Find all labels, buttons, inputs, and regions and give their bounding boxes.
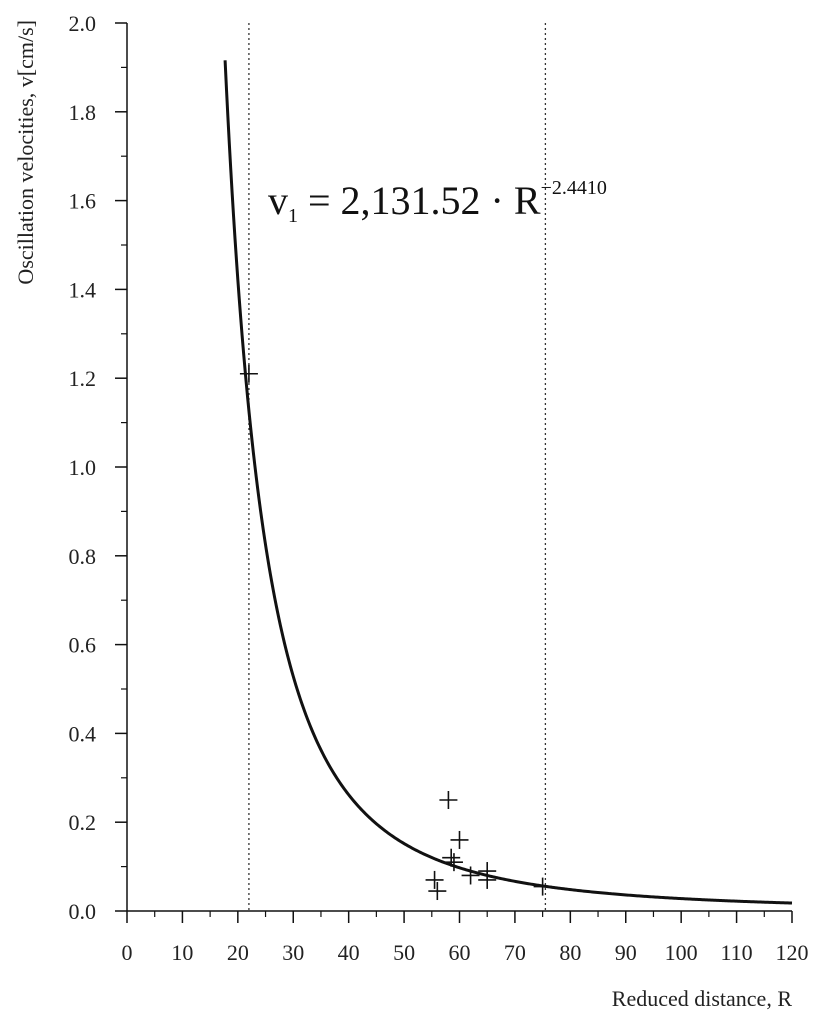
y-axis-ticks: 0.0 0.2 0.4 0.6 0.8 1.0 1.2 1.4 1.6 1.8 2.0 bbox=[69, 11, 127, 924]
x-tick-label: 30 bbox=[282, 940, 304, 965]
y-tick-label: 0.4 bbox=[69, 721, 97, 746]
y-tick-label: 1.8 bbox=[69, 100, 97, 125]
x-tick-label: 100 bbox=[665, 940, 698, 965]
y-tick-label: 0.2 bbox=[69, 810, 97, 835]
x-axis-title: Reduced distance, R bbox=[612, 986, 793, 1011]
fit-curve bbox=[223, 60, 793, 905]
y-tick-label: 2.0 bbox=[69, 11, 97, 36]
x-tick-label: 50 bbox=[393, 940, 415, 965]
y-tick-label: 1.6 bbox=[69, 189, 97, 214]
x-tick-label: 80 bbox=[559, 940, 581, 965]
equation-superscript: −2.4410 bbox=[541, 177, 607, 199]
data-point bbox=[478, 862, 497, 881]
data-point bbox=[442, 848, 461, 867]
data-point bbox=[450, 830, 469, 849]
y-tick-label: 0.8 bbox=[69, 544, 97, 569]
equation-main: v bbox=[268, 178, 288, 223]
x-tick-label: 60 bbox=[449, 940, 471, 965]
data-points bbox=[239, 364, 552, 901]
equation-middle: = 2,131.52 · R bbox=[298, 178, 541, 223]
fit-equation: v1 = 2,131.52 · R−2.4410 bbox=[268, 177, 607, 227]
equation-subscript: 1 bbox=[288, 205, 298, 227]
y-tick-label: 0.6 bbox=[69, 633, 97, 658]
plot-area: 0 10 20 30 40 50 60 70 80 90 100 110 120 0.00.20.40.… bbox=[69, 11, 809, 965]
data-point bbox=[444, 853, 463, 872]
data-point bbox=[239, 364, 258, 383]
y-tick-label: 1.0 bbox=[69, 455, 97, 480]
y-tick-label: 1.4 bbox=[69, 277, 97, 302]
x-tick-label: 0 bbox=[122, 940, 133, 965]
x-tick-label: 70 bbox=[504, 940, 526, 965]
x-tick-label: 120 bbox=[776, 940, 809, 965]
x-axis-ticks: 0 10 20 30 40 50 60 70 80 90 100 110 120 bbox=[122, 911, 809, 965]
x-tick-label: 40 bbox=[338, 940, 360, 965]
x-tick-label: 10 bbox=[171, 940, 193, 965]
y-tick-label: 0.0 bbox=[69, 899, 97, 924]
x-tick-label: 20 bbox=[227, 940, 249, 965]
data-point bbox=[439, 791, 458, 809]
x-tick-label: 90 bbox=[615, 940, 637, 965]
y-tick-label: 1.2 bbox=[69, 366, 97, 391]
data-point bbox=[425, 870, 444, 889]
reference-lines bbox=[248, 23, 547, 911]
x-tick-label: 110 bbox=[720, 940, 752, 965]
data-point bbox=[428, 882, 447, 901]
data-point bbox=[461, 866, 480, 885]
data-point bbox=[533, 877, 552, 896]
y-axis-title: Oscillation velocities, v[cm/s] bbox=[13, 20, 38, 285]
